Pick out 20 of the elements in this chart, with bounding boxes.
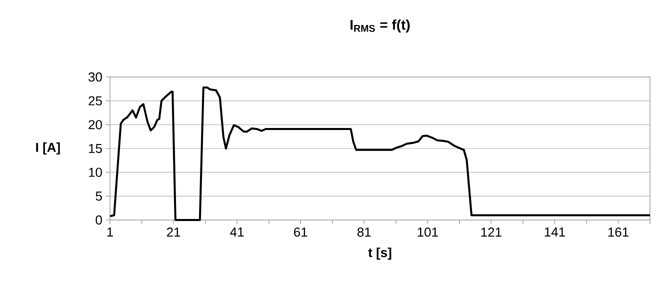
y-tick-label: 25 bbox=[88, 96, 102, 106]
x-tick-label: 121 bbox=[481, 228, 502, 237]
x-tick-label: 81 bbox=[357, 228, 371, 237]
y-tick-label: 30 bbox=[88, 72, 102, 82]
x-tick-label: 21 bbox=[166, 228, 180, 237]
line-series bbox=[109, 86, 652, 221]
y-tick-label: 0 bbox=[96, 215, 102, 225]
x-tick-label: 141 bbox=[544, 228, 565, 236]
x-tick-label: 1 bbox=[107, 228, 113, 236]
y-tick-label: 5 bbox=[96, 192, 102, 201]
y-tick-label: 10 bbox=[88, 168, 102, 177]
y-axis-title: I [A] bbox=[36, 142, 60, 155]
x-tick-label: 101 bbox=[418, 228, 438, 237]
chart-title: I$_{RMS}$ = f(t) bbox=[350, 19, 410, 33]
x-tick-label: 61 bbox=[294, 228, 308, 237]
y-tick-label: 15 bbox=[88, 144, 102, 154]
x-tick-label: 41 bbox=[230, 228, 244, 236]
y-tick-label: 20 bbox=[88, 120, 102, 130]
x-tick-label: 161 bbox=[608, 228, 628, 237]
x-axis-title: t [s] bbox=[368, 248, 392, 260]
